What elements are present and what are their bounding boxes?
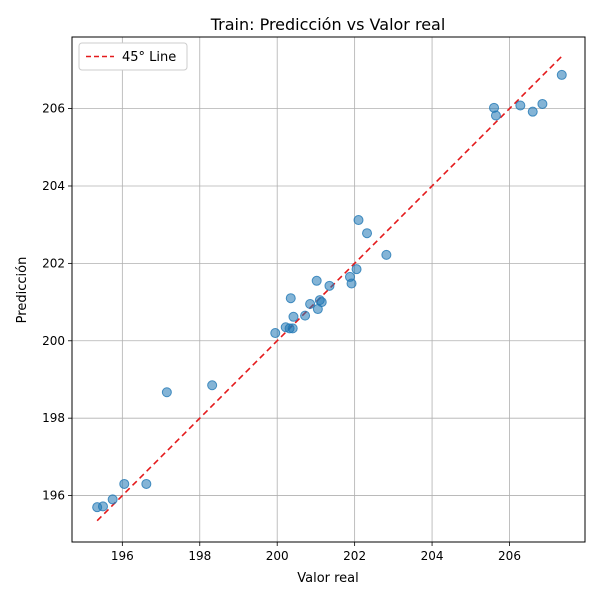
- data-point: [556, 69, 567, 80]
- data-point: [161, 387, 172, 398]
- data-point: [351, 264, 362, 275]
- data-points: [92, 69, 567, 513]
- y-tick-label: 198: [42, 411, 65, 425]
- legend-label: 45° Line: [122, 50, 176, 65]
- y-tick-label: 202: [42, 256, 65, 270]
- data-point: [362, 228, 373, 239]
- data-point: [119, 478, 130, 489]
- data-point: [537, 98, 548, 109]
- legend-box: [78, 42, 188, 71]
- data-point: [300, 310, 311, 321]
- data-point: [287, 323, 298, 334]
- y-tick-label: 206: [42, 102, 65, 116]
- y-tick-label: 196: [42, 489, 65, 503]
- data-point: [285, 293, 296, 304]
- data-point: [288, 311, 299, 322]
- chart-title: Train: Predicción vs Valor real: [210, 15, 446, 34]
- y-tick-label: 200: [42, 334, 65, 348]
- data-point: [324, 280, 335, 291]
- data-point: [353, 215, 364, 226]
- x-tick-label: 202: [343, 549, 366, 563]
- x-tick-label: 198: [188, 549, 211, 563]
- grid-lines: [72, 37, 585, 542]
- data-point: [107, 494, 118, 505]
- data-point: [515, 100, 526, 111]
- data-point: [270, 328, 281, 339]
- data-point: [97, 501, 108, 512]
- plot-frame: [71, 36, 586, 543]
- data-point: [490, 110, 501, 121]
- data-point: [346, 278, 357, 289]
- legend: 45° Line: [78, 42, 188, 71]
- x-axis-ticks: 196 198 200 202 204 206: [111, 542, 521, 563]
- x-tick-label: 204: [421, 549, 444, 563]
- y-tick-label: 204: [42, 179, 65, 193]
- x-tick-label: 200: [266, 549, 289, 563]
- x-tick-label: 206: [498, 549, 521, 563]
- x-tick-label: 196: [111, 549, 134, 563]
- x-axis-title: Valor real: [297, 571, 359, 586]
- y-axis-ticks: 196 198 200 202 204 206: [42, 102, 72, 503]
- y-axis-title: Predicción: [15, 257, 30, 324]
- data-point: [311, 275, 322, 286]
- data-point: [207, 380, 218, 391]
- data-point: [316, 297, 327, 308]
- data-point: [305, 299, 316, 310]
- data-point: [141, 478, 152, 489]
- data-point: [527, 106, 538, 117]
- data-point: [381, 249, 392, 260]
